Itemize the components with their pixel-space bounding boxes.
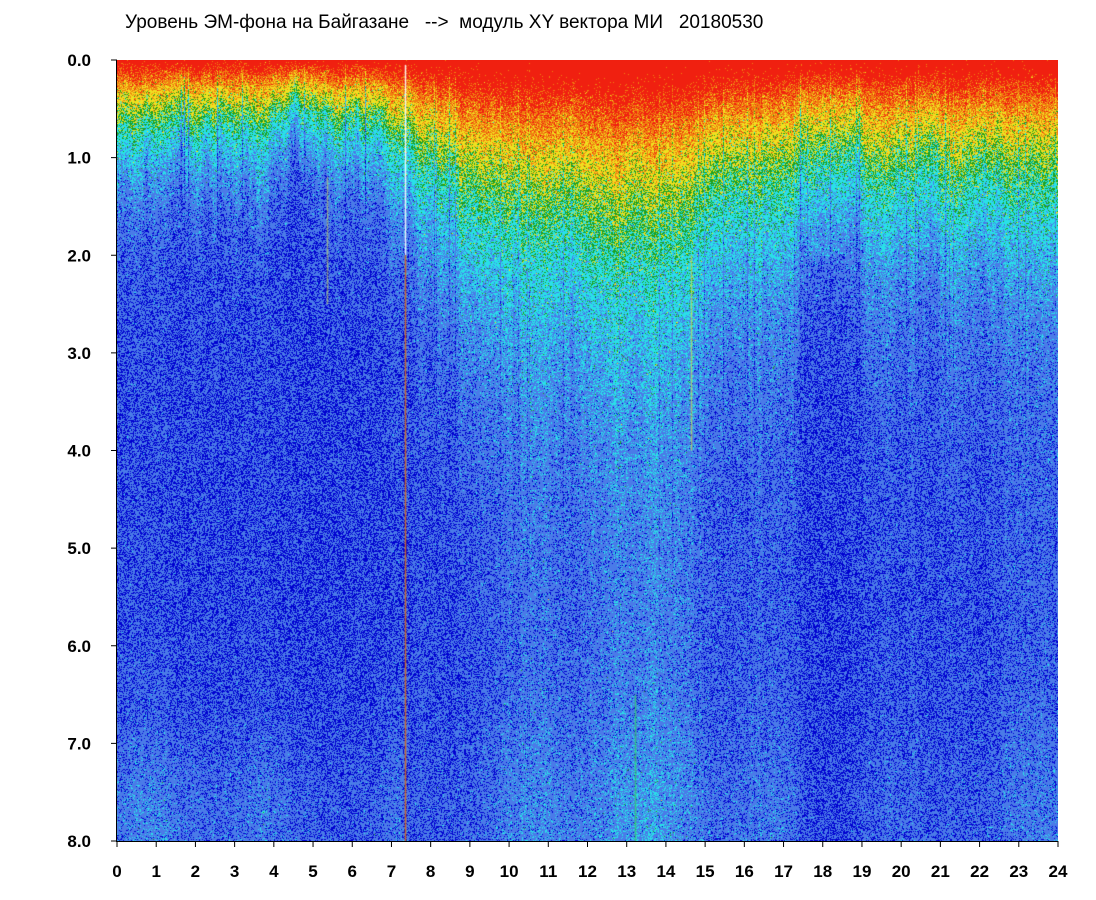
- x-tick-label: 15: [696, 862, 715, 881]
- x-tick-label: 14: [656, 862, 675, 881]
- x-tick-label: 6: [348, 862, 357, 881]
- x-tick-label: 17: [774, 862, 793, 881]
- x-tick-label: 22: [970, 862, 989, 881]
- y-tick-label: 8.0: [67, 832, 91, 851]
- x-tick-label: 19: [852, 862, 871, 881]
- x-tick-label: 24: [1049, 862, 1068, 881]
- x-tick-label: 20: [892, 862, 911, 881]
- y-tick-label: 7.0: [67, 734, 91, 753]
- x-tick-label: 7: [387, 862, 396, 881]
- x-tick-label: 5: [308, 862, 317, 881]
- x-tick-label: 12: [578, 862, 597, 881]
- chart-title: Уровень ЭМ-фона на Байгазане --> модуль …: [125, 12, 763, 33]
- heatmap-plot-area: [117, 60, 1058, 841]
- x-tick-label: 0: [112, 862, 121, 881]
- x-tick-label: 1: [151, 862, 160, 881]
- y-tick-label: 4.0: [67, 442, 91, 461]
- y-tick-label: 1.0: [67, 149, 91, 168]
- x-tick-label: 23: [1009, 862, 1028, 881]
- y-tick-label: 6.0: [67, 637, 91, 656]
- x-tick-label: 2: [191, 862, 200, 881]
- y-axis-ticks: 0.0 1.0 2.0 3.0 4.0 5.0 6.0 7.0 8.0: [67, 51, 117, 851]
- x-tick-label: 9: [465, 862, 474, 881]
- y-tick-label: 2.0: [67, 246, 91, 265]
- x-tick-label: 3: [230, 862, 239, 881]
- x-tick-label: 4: [269, 862, 279, 881]
- y-tick-label: 3.0: [67, 344, 91, 363]
- y-tick-label: 0.0: [67, 51, 91, 70]
- x-tick-label: 16: [735, 862, 754, 881]
- y-tick-label: 5.0: [67, 539, 91, 558]
- x-tick-label: 18: [813, 862, 832, 881]
- x-tick-label: 13: [617, 862, 636, 881]
- x-tick-label: 10: [500, 862, 519, 881]
- x-tick-label: 11: [539, 862, 557, 881]
- x-tick-label: 21: [931, 862, 950, 881]
- x-axis-ticks: 0 1 2 3 4 5 6 7 8 9 10 11 12 13 14 15 16 17 18 19 20 21 22 23 24: [112, 841, 1068, 881]
- x-tick-label: 8: [426, 862, 435, 881]
